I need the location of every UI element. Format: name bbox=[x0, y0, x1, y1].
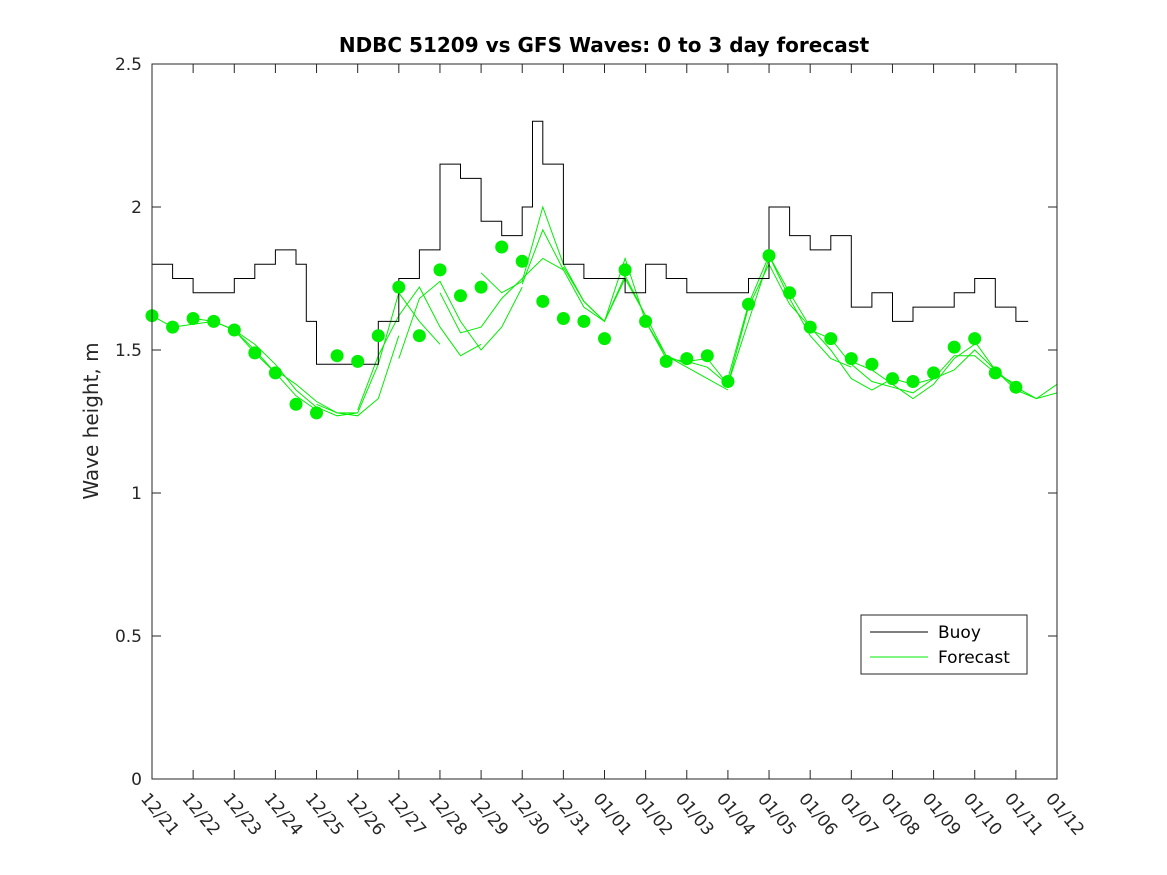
analysis-point bbox=[330, 349, 344, 363]
analysis-point bbox=[227, 323, 241, 337]
analysis-point bbox=[536, 294, 550, 308]
y-tick-label: 0 bbox=[131, 770, 142, 790]
analysis-point bbox=[556, 312, 570, 325]
analysis-point bbox=[515, 254, 529, 268]
forecast-line bbox=[234, 329, 358, 417]
analysis-point bbox=[310, 406, 323, 420]
analysis-point bbox=[392, 280, 406, 294]
analysis-point bbox=[351, 354, 365, 368]
analysis-point bbox=[207, 314, 221, 328]
analysis-point bbox=[824, 332, 838, 346]
y-tick-label: 2 bbox=[131, 198, 142, 218]
analysis-point bbox=[577, 314, 591, 328]
analysis-point bbox=[1009, 380, 1023, 394]
analysis-point bbox=[721, 375, 735, 388]
legend-buoy-label: Buoy bbox=[938, 623, 981, 643]
analysis-point bbox=[412, 329, 426, 343]
y-tick-label: 1 bbox=[131, 484, 142, 504]
analysis-point bbox=[783, 286, 797, 300]
legend-box bbox=[860, 614, 1028, 675]
analysis-point bbox=[680, 352, 694, 366]
analysis-point bbox=[947, 340, 961, 354]
y-tick-label: 1.5 bbox=[115, 341, 142, 361]
analysis-point bbox=[371, 329, 385, 343]
analysis-point bbox=[433, 263, 447, 277]
analysis-point bbox=[186, 312, 200, 325]
analysis-point bbox=[906, 375, 920, 388]
y-tick-label: 2.5 bbox=[115, 55, 142, 75]
analysis-point bbox=[886, 372, 899, 386]
series-layer bbox=[145, 120, 1058, 420]
analysis-point bbox=[495, 240, 509, 254]
analysis-point bbox=[289, 397, 303, 411]
y-tick-label: 0.5 bbox=[115, 627, 142, 647]
analysis-point bbox=[248, 346, 262, 360]
analysis-point bbox=[474, 280, 488, 294]
analysis-point bbox=[618, 263, 632, 277]
analysis-point bbox=[598, 332, 611, 346]
analysis-point bbox=[639, 314, 653, 328]
analysis-point bbox=[659, 354, 673, 368]
analysis-point bbox=[968, 332, 982, 346]
analysis-point bbox=[844, 352, 858, 366]
analysis-point bbox=[762, 249, 776, 263]
forecast-line bbox=[439, 257, 564, 334]
forecast-line bbox=[398, 280, 523, 359]
analysis-point bbox=[454, 289, 467, 303]
analysis-point bbox=[988, 366, 1002, 380]
analysis-point bbox=[865, 357, 879, 371]
legend: Buoy Forecast bbox=[860, 614, 1028, 675]
y-axis-label: Wave height, m bbox=[79, 342, 103, 499]
analysis-point bbox=[268, 366, 282, 380]
analysis-point bbox=[700, 349, 714, 363]
buoy-line bbox=[152, 120, 1029, 365]
analysis-point bbox=[166, 320, 180, 334]
chart-title: NDBC 51209 vs GFS Waves: 0 to 3 day fore… bbox=[339, 33, 870, 57]
legend-forecast-label: Forecast bbox=[938, 648, 1010, 668]
analysis-point bbox=[927, 366, 941, 380]
analysis-point bbox=[803, 320, 817, 334]
analysis-point bbox=[742, 297, 755, 311]
